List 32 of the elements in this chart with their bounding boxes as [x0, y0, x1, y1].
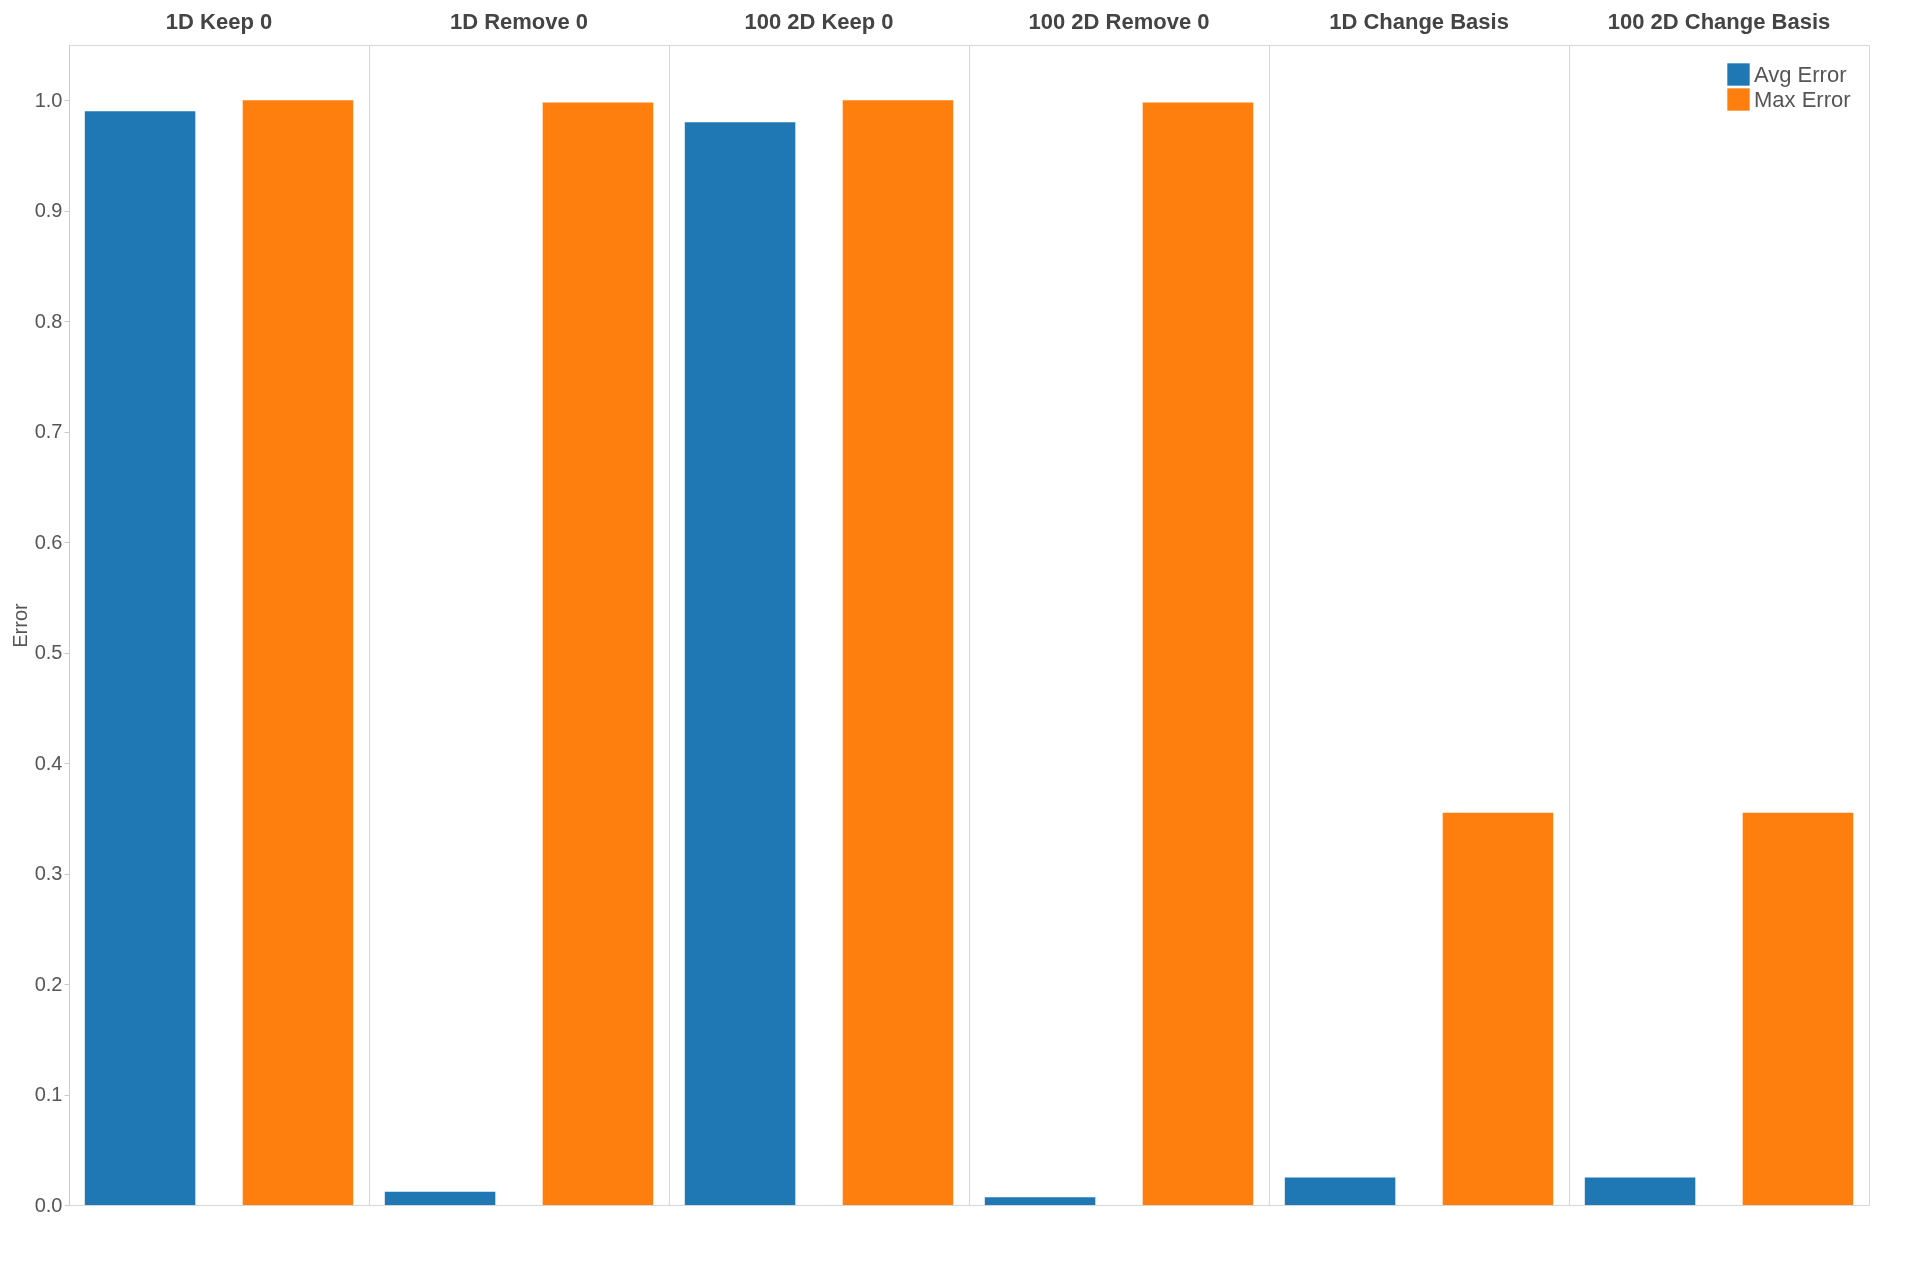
bar [684, 122, 796, 1205]
legend-label: Avg Error [1754, 61, 1847, 87]
y-tick-label: 0.7 [34, 420, 63, 443]
y-tick-label: 0.9 [34, 199, 63, 222]
bar [842, 100, 954, 1205]
x-tick-label: 1D Change Basis [1329, 8, 1509, 34]
bar [384, 1191, 496, 1205]
x-tick-label: 1D Remove 0 [449, 8, 589, 34]
bar [542, 102, 654, 1205]
y-tick-label: 0.0 [34, 1193, 63, 1216]
y-tick-label: 0.1 [34, 1083, 63, 1106]
legend-label: Max Error [1754, 86, 1851, 112]
bar [1742, 812, 1854, 1205]
bar [1584, 1177, 1696, 1205]
bar [1142, 102, 1254, 1205]
x-tick-label: 100 2D Change Basis [1607, 8, 1831, 34]
bar [84, 111, 196, 1205]
y-tick-label: 0.4 [34, 751, 63, 774]
y-tick-label: 0.5 [34, 641, 63, 664]
y-tick-label: 1.0 [34, 88, 63, 111]
y-axis-title: Error [8, 602, 31, 648]
y-tick-label: 0.2 [34, 972, 63, 995]
bar [242, 100, 354, 1205]
x-tick-label: 100 2D Keep 0 [744, 8, 894, 34]
bar [1284, 1177, 1396, 1205]
x-tick-label: 1D Keep 0 [165, 8, 273, 34]
x-tick-label: 100 2D Remove 0 [1028, 8, 1210, 34]
y-tick-label: 0.6 [34, 530, 63, 553]
bar [1442, 812, 1554, 1205]
y-tick-label: 0.8 [34, 309, 63, 332]
y-tick-label: 0.3 [34, 862, 63, 885]
bar [984, 1197, 1096, 1205]
